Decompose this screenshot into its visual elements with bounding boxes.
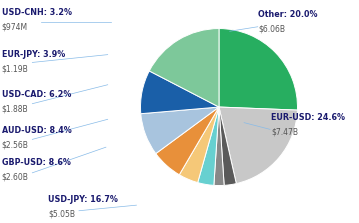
Text: GBP-USD: 8.6%: GBP-USD: 8.6%	[2, 158, 71, 167]
Wedge shape	[149, 29, 219, 107]
Text: EUR-JPY: 3.9%: EUR-JPY: 3.9%	[2, 50, 65, 59]
Wedge shape	[156, 107, 219, 175]
Wedge shape	[219, 107, 297, 184]
Text: USD-CAD: 6.2%: USD-CAD: 6.2%	[2, 90, 71, 99]
Text: $7.47B: $7.47B	[271, 127, 298, 136]
Text: Other: 20.0%: Other: 20.0%	[258, 10, 318, 19]
Wedge shape	[214, 107, 224, 186]
Wedge shape	[219, 107, 236, 185]
Text: $974M: $974M	[2, 22, 28, 31]
Text: $5.05B: $5.05B	[48, 210, 75, 219]
Text: USD-JPY: 16.7%: USD-JPY: 16.7%	[48, 195, 118, 204]
Text: $2.56B: $2.56B	[2, 140, 29, 149]
Wedge shape	[140, 71, 219, 114]
Wedge shape	[179, 107, 219, 183]
Text: $2.60B: $2.60B	[2, 173, 29, 182]
Wedge shape	[219, 29, 298, 110]
Text: $6.06B: $6.06B	[258, 25, 285, 33]
Wedge shape	[198, 107, 219, 185]
Wedge shape	[141, 107, 219, 154]
Text: $1.19B: $1.19B	[2, 65, 29, 74]
Text: USD-CNH: 3.2%: USD-CNH: 3.2%	[2, 8, 72, 17]
Text: $1.88B: $1.88B	[2, 105, 28, 114]
Text: EUR-USD: 24.6%: EUR-USD: 24.6%	[271, 113, 345, 122]
Text: AUD-USD: 8.4%: AUD-USD: 8.4%	[2, 126, 71, 135]
